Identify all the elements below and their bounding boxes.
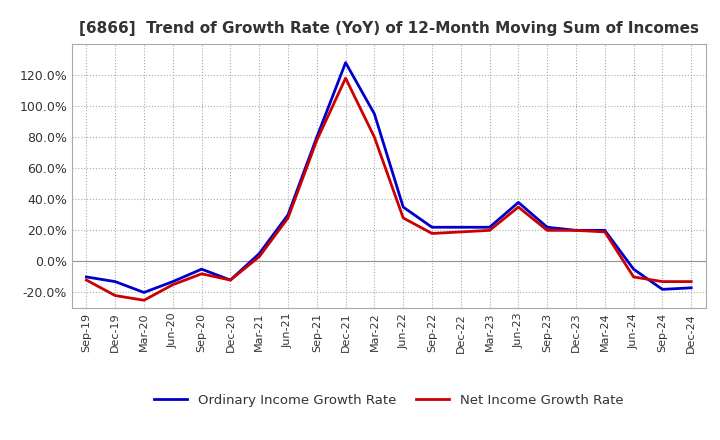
Ordinary Income Growth Rate <box>687 285 696 290</box>
Ordinary Income Growth Rate <box>168 279 177 284</box>
Net Income Growth Rate <box>572 228 580 233</box>
Ordinary Income Growth Rate <box>485 224 494 230</box>
Ordinary Income Growth Rate <box>514 200 523 205</box>
Net Income Growth Rate <box>140 297 148 303</box>
Net Income Growth Rate <box>399 215 408 220</box>
Ordinary Income Growth Rate <box>341 60 350 65</box>
Net Income Growth Rate <box>428 231 436 236</box>
Net Income Growth Rate <box>341 76 350 81</box>
Net Income Growth Rate <box>485 228 494 233</box>
Net Income Growth Rate <box>312 138 321 143</box>
Net Income Growth Rate <box>456 229 465 235</box>
Net Income Growth Rate <box>226 277 235 282</box>
Ordinary Income Growth Rate <box>572 228 580 233</box>
Legend: Ordinary Income Growth Rate, Net Income Growth Rate: Ordinary Income Growth Rate, Net Income … <box>149 389 629 412</box>
Ordinary Income Growth Rate <box>111 279 120 284</box>
Ordinary Income Growth Rate <box>255 251 264 256</box>
Net Income Growth Rate <box>600 229 609 235</box>
Net Income Growth Rate <box>284 215 292 220</box>
Ordinary Income Growth Rate <box>312 135 321 140</box>
Net Income Growth Rate <box>629 274 638 279</box>
Ordinary Income Growth Rate <box>456 224 465 230</box>
Ordinary Income Growth Rate <box>428 224 436 230</box>
Net Income Growth Rate <box>543 228 552 233</box>
Ordinary Income Growth Rate <box>399 205 408 210</box>
Net Income Growth Rate <box>82 277 91 282</box>
Line: Net Income Growth Rate: Net Income Growth Rate <box>86 78 691 300</box>
Net Income Growth Rate <box>687 279 696 284</box>
Line: Ordinary Income Growth Rate: Ordinary Income Growth Rate <box>86 62 691 293</box>
Ordinary Income Growth Rate <box>226 277 235 282</box>
Net Income Growth Rate <box>658 279 667 284</box>
Net Income Growth Rate <box>111 293 120 298</box>
Net Income Growth Rate <box>197 271 206 276</box>
Ordinary Income Growth Rate <box>82 274 91 279</box>
Net Income Growth Rate <box>370 135 379 140</box>
Ordinary Income Growth Rate <box>543 224 552 230</box>
Title: [6866]  Trend of Growth Rate (YoY) of 12-Month Moving Sum of Incomes: [6866] Trend of Growth Rate (YoY) of 12-… <box>78 21 699 36</box>
Ordinary Income Growth Rate <box>600 228 609 233</box>
Ordinary Income Growth Rate <box>658 287 667 292</box>
Net Income Growth Rate <box>514 205 523 210</box>
Ordinary Income Growth Rate <box>370 111 379 117</box>
Ordinary Income Growth Rate <box>629 267 638 272</box>
Ordinary Income Growth Rate <box>197 267 206 272</box>
Ordinary Income Growth Rate <box>284 212 292 217</box>
Net Income Growth Rate <box>168 282 177 287</box>
Ordinary Income Growth Rate <box>140 290 148 295</box>
Net Income Growth Rate <box>255 254 264 260</box>
